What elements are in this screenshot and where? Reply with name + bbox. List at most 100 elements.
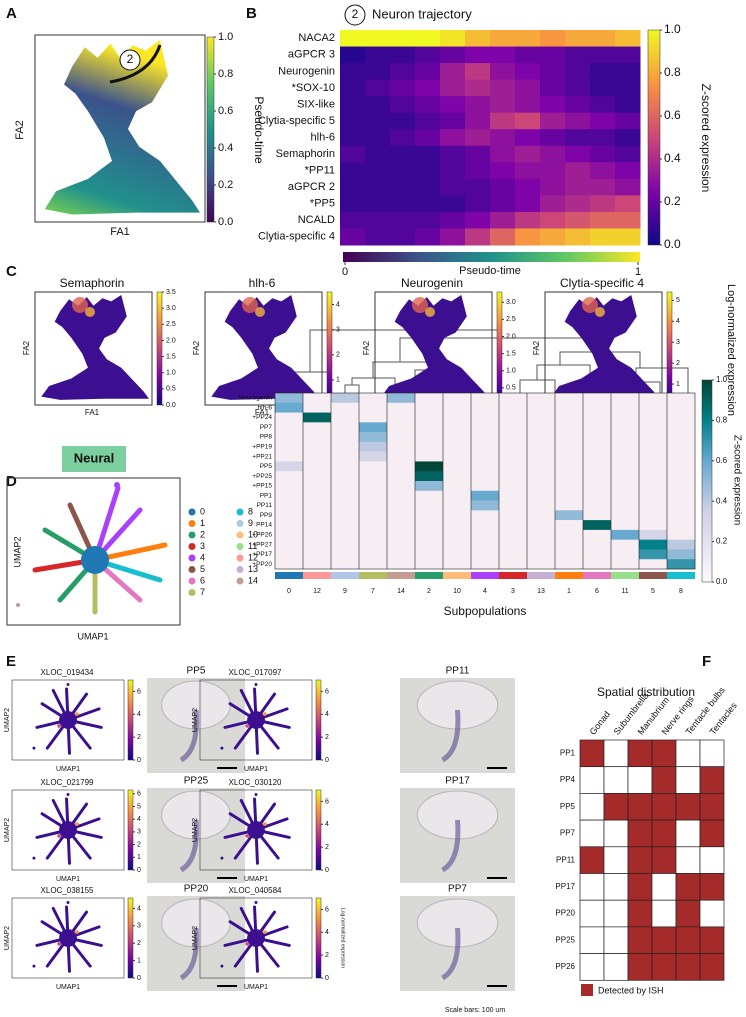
heatmap-cell [443, 520, 472, 531]
heatmap-cell [565, 46, 591, 64]
heatmap-cell [443, 422, 472, 433]
colorbar-tick-label: 1 [137, 854, 141, 861]
row-label: *SOX-10 [292, 82, 335, 94]
colorbar-tick-label: 0 [325, 757, 329, 764]
heatmap-cell [540, 112, 566, 130]
column-label: 3 [511, 588, 515, 595]
x-axis-label: UMAP1 [244, 876, 268, 883]
y-axis-label: UMAP2 [192, 708, 199, 732]
heatmap-cell [387, 402, 416, 413]
heatmap-cell [583, 490, 612, 501]
colorbar-tick-label: 0 [137, 975, 141, 982]
colorbar-tick-label: 1.0 [506, 368, 516, 375]
row-label: aGPCR 3 [288, 49, 335, 61]
heatmap-cell [615, 129, 641, 147]
heatmap-cell [365, 30, 391, 48]
specimen-stain [179, 927, 199, 981]
grid-cell [699, 873, 725, 901]
legend-marker [236, 577, 244, 585]
trajectory-marker [344, 4, 366, 26]
heatmap-cell [340, 46, 366, 64]
heatmap-cell [639, 412, 668, 423]
embedding [41, 295, 149, 400]
heatmap-cell [615, 162, 641, 180]
heatmap-cell [527, 471, 556, 482]
grid-cell [627, 739, 653, 768]
heatmap-cell [365, 79, 391, 97]
cluster-bar [275, 572, 303, 579]
heatmap-cell [387, 432, 416, 443]
heatmap-cell [415, 451, 444, 462]
panel-label: E [6, 653, 16, 670]
heatmap-cell [303, 559, 332, 570]
heatmap-cell [611, 510, 640, 521]
specimen-stain [441, 819, 461, 873]
heatmap-cell [303, 520, 332, 531]
heatmap-cell [490, 195, 516, 213]
heatmap-cell [540, 195, 566, 213]
heatmap-cell [415, 432, 444, 443]
heatmap-cell [667, 529, 696, 540]
heatmap-cell [359, 393, 388, 404]
heatmap-cell [443, 441, 472, 452]
heatmap-cell [639, 481, 668, 492]
chart-title: Neuron trajectory [372, 6, 472, 21]
heatmap-cell [515, 30, 541, 48]
heatmap-cell [515, 79, 541, 97]
heatmap-cell [387, 549, 416, 560]
heatmap-cell [583, 471, 612, 482]
row-label: +PP27 [252, 541, 272, 548]
plot-title: Clytia-specific 4 [560, 276, 644, 290]
heatmap-cell [465, 195, 491, 213]
plot-title: XLOC_017097 [229, 668, 282, 677]
legend-label: 13 [248, 564, 258, 574]
heatmap-cell [499, 549, 528, 560]
heatmap-cell [471, 520, 500, 531]
colorbar [127, 679, 134, 761]
heatmap-cell [440, 162, 466, 180]
colorbar-tick-label: 0 [325, 975, 329, 982]
heatmap-cell [331, 490, 360, 501]
grid-cell [603, 793, 629, 821]
legend-marker [188, 543, 196, 550]
heatmap-cell [515, 228, 541, 246]
heatmap-cell [415, 539, 444, 550]
legend-label: 10 [248, 529, 258, 539]
heatmap-cell [443, 451, 472, 462]
grid-cell [579, 793, 605, 821]
heatmap-cell [387, 451, 416, 462]
heatmap-cell [359, 441, 388, 452]
heatmap-cell [555, 451, 584, 462]
grid-cell [627, 953, 653, 981]
heatmap-cell [303, 412, 332, 423]
heatmap-cell [415, 490, 444, 501]
heatmap-cell [365, 96, 391, 114]
heatmap-cell [471, 500, 500, 511]
colorbar-label: Log-normalized expression [725, 284, 737, 416]
heatmap-cell [490, 30, 516, 48]
heatmap-cell [340, 96, 366, 114]
heatmap-cell [331, 520, 360, 531]
heatmap-cell [611, 432, 640, 443]
plot-title: Neurogenin [401, 276, 463, 290]
row-label: +PP24 [252, 414, 272, 421]
heatmap-cell [515, 211, 541, 229]
column-label: 6 [595, 588, 599, 595]
heatmap-cell [275, 393, 304, 404]
legend-label: 4 [200, 552, 205, 562]
colorbar-tick-label: 2.5 [506, 316, 516, 323]
heatmap-cell [499, 520, 528, 531]
image-title: PP5 [187, 666, 206, 677]
panel-label: F [702, 653, 711, 670]
heatmap-cell [499, 471, 528, 482]
expression-hotspot [595, 307, 605, 317]
heatmap-cell [303, 490, 332, 501]
heatmap-cell [611, 529, 640, 540]
heatmap-cell [527, 481, 556, 492]
colorbar-tick-label: 2 [676, 360, 680, 367]
heatmap-cell [590, 112, 616, 130]
heatmap-cell [275, 529, 304, 540]
legend-marker [236, 543, 244, 550]
heatmap-cell [667, 510, 696, 521]
